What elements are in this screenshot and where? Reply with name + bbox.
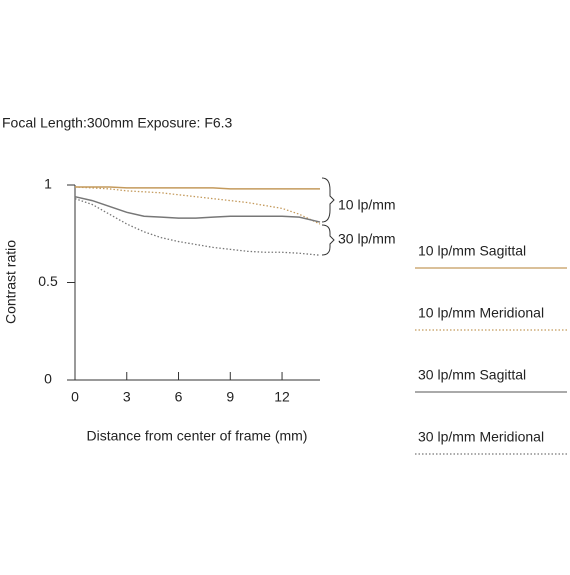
legend-label: 30 lp/mm Meridional <box>418 429 544 445</box>
series-line <box>74 198 321 256</box>
x-tick-label: 0 <box>71 389 79 405</box>
annotation: 10 lp/mm <box>338 197 396 213</box>
legend-label: 30 lp/mm Sagittal <box>418 367 526 383</box>
x-tick-label: 6 <box>175 389 183 405</box>
x-tick-label: 12 <box>274 389 290 405</box>
x-axis-label: Distance from center of frame (mm) <box>87 428 308 444</box>
brace <box>321 177 335 223</box>
y-tick-label: 0 <box>44 371 52 387</box>
series-line <box>75 186 320 190</box>
x-tick-label: 9 <box>226 389 234 405</box>
y-axis-label: Contrast ratio <box>3 240 19 324</box>
x-tick-label: 3 <box>123 389 131 405</box>
chart-title: Focal Length:300mm Exposure: F6.3 <box>2 115 233 131</box>
y-tick-label: 1 <box>44 176 52 192</box>
y-tick-label: 0.5 <box>38 273 58 289</box>
legend-label: 10 lp/mm Sagittal <box>418 243 526 259</box>
series-line <box>74 195 321 223</box>
annotation: 30 lp/mm <box>338 231 396 247</box>
legend-label: 10 lp/mm Meridional <box>418 305 544 321</box>
brace <box>321 224 335 256</box>
